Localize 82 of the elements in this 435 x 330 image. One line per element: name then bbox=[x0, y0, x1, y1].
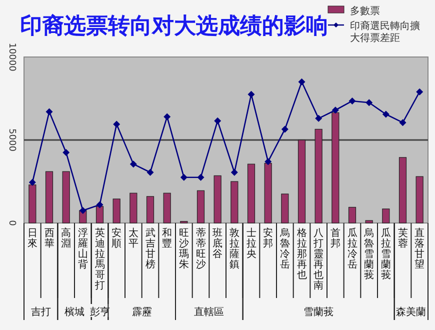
text: 森美蘭 bbox=[396, 306, 426, 318]
x-tick-label: 芙蓉 bbox=[398, 227, 408, 250]
bar bbox=[28, 184, 36, 224]
y-tick-label: 5000 bbox=[6, 128, 17, 152]
point bbox=[96, 201, 104, 208]
bar bbox=[365, 220, 373, 224]
x-tick-label: 士拉央 bbox=[246, 227, 256, 260]
x-tick-label: 旺沙瑪朱 bbox=[178, 228, 189, 270]
point bbox=[230, 168, 238, 176]
point bbox=[46, 108, 53, 116]
point bbox=[399, 119, 406, 126]
x-tick-label: 浮羅山背 bbox=[78, 227, 88, 270]
point bbox=[113, 120, 120, 128]
point bbox=[382, 110, 390, 118]
bar bbox=[112, 198, 120, 224]
bar bbox=[332, 112, 340, 224]
point bbox=[281, 126, 288, 133]
point bbox=[248, 90, 255, 98]
x-tick-label: 英迪拉馬哥打 bbox=[94, 227, 105, 292]
point bbox=[332, 106, 339, 114]
bar bbox=[281, 194, 289, 224]
text: 直轄區 bbox=[194, 306, 224, 318]
point bbox=[197, 174, 204, 181]
point bbox=[28, 178, 36, 186]
bar bbox=[314, 128, 322, 224]
point bbox=[79, 207, 86, 214]
point bbox=[62, 148, 70, 156]
x-tick-label: 瓜拉雪蘭莪 bbox=[380, 227, 391, 281]
x-tick-label: 瓜拉冷岳 bbox=[347, 227, 358, 270]
point bbox=[264, 158, 272, 166]
point bbox=[348, 97, 356, 104]
point bbox=[416, 88, 424, 96]
x-tick-label: 和豐 bbox=[162, 227, 172, 250]
bar bbox=[130, 192, 138, 224]
x-tick-label: 西華 bbox=[44, 228, 54, 250]
y-tick-label: 0 bbox=[6, 220, 17, 226]
x-tick-label: 敦拉薩鎮 bbox=[229, 227, 240, 270]
point bbox=[366, 99, 373, 106]
bar bbox=[264, 162, 272, 224]
point bbox=[164, 113, 171, 120]
text: 吉打 bbox=[30, 306, 51, 318]
point bbox=[146, 168, 154, 176]
chart-title: 印裔选票转向对大选成绩的影响 bbox=[20, 13, 328, 39]
y-tick-label: 10000 bbox=[6, 42, 17, 72]
x-tick-label: 烏魯雪蘭莪 bbox=[363, 227, 374, 281]
x-tick-label: 高淵 bbox=[61, 227, 72, 250]
legend-label: 印裔選民轉向擴大得票差距 bbox=[350, 20, 420, 44]
x-tick-label: 烏魯冷岳 bbox=[278, 227, 290, 270]
x-tick-label: 格拉那再也 bbox=[296, 227, 307, 281]
bar bbox=[230, 181, 238, 224]
point bbox=[298, 78, 306, 86]
point bbox=[180, 174, 188, 181]
bar bbox=[163, 192, 171, 224]
bar bbox=[45, 171, 54, 224]
point bbox=[130, 160, 137, 168]
x-tick-label: 班底谷 bbox=[212, 227, 223, 260]
bar bbox=[416, 176, 424, 224]
x-tick-label: 首邦 bbox=[330, 227, 340, 250]
bar bbox=[398, 157, 407, 224]
bar bbox=[348, 206, 356, 224]
text: 檳城 bbox=[64, 306, 84, 318]
x-tick-label: 直落甘望 bbox=[414, 227, 425, 270]
point bbox=[214, 117, 222, 124]
bar bbox=[247, 164, 256, 224]
x-tick-label: 太平 bbox=[128, 227, 138, 250]
legend-label: 多數票 bbox=[350, 5, 380, 17]
x-tick-label: 武吉甘榜 bbox=[145, 227, 156, 270]
bar bbox=[214, 175, 222, 224]
x-tick-label: 八打靈再也南 bbox=[312, 228, 324, 292]
x-tick-label: 安邦 bbox=[263, 227, 274, 250]
bar bbox=[196, 190, 205, 224]
bar bbox=[146, 196, 154, 224]
bar bbox=[382, 208, 390, 224]
point bbox=[315, 114, 322, 122]
x-tick-label: 日來 bbox=[27, 228, 38, 250]
bar bbox=[96, 206, 104, 224]
text: 雪蘭莪 bbox=[304, 306, 334, 318]
x-tick-label: 安順 bbox=[112, 227, 122, 250]
text: 霹靂 bbox=[132, 306, 152, 318]
bar bbox=[62, 171, 70, 224]
bar bbox=[298, 140, 306, 224]
x-tick-label: 蒂蒂旺沙 bbox=[196, 227, 206, 270]
